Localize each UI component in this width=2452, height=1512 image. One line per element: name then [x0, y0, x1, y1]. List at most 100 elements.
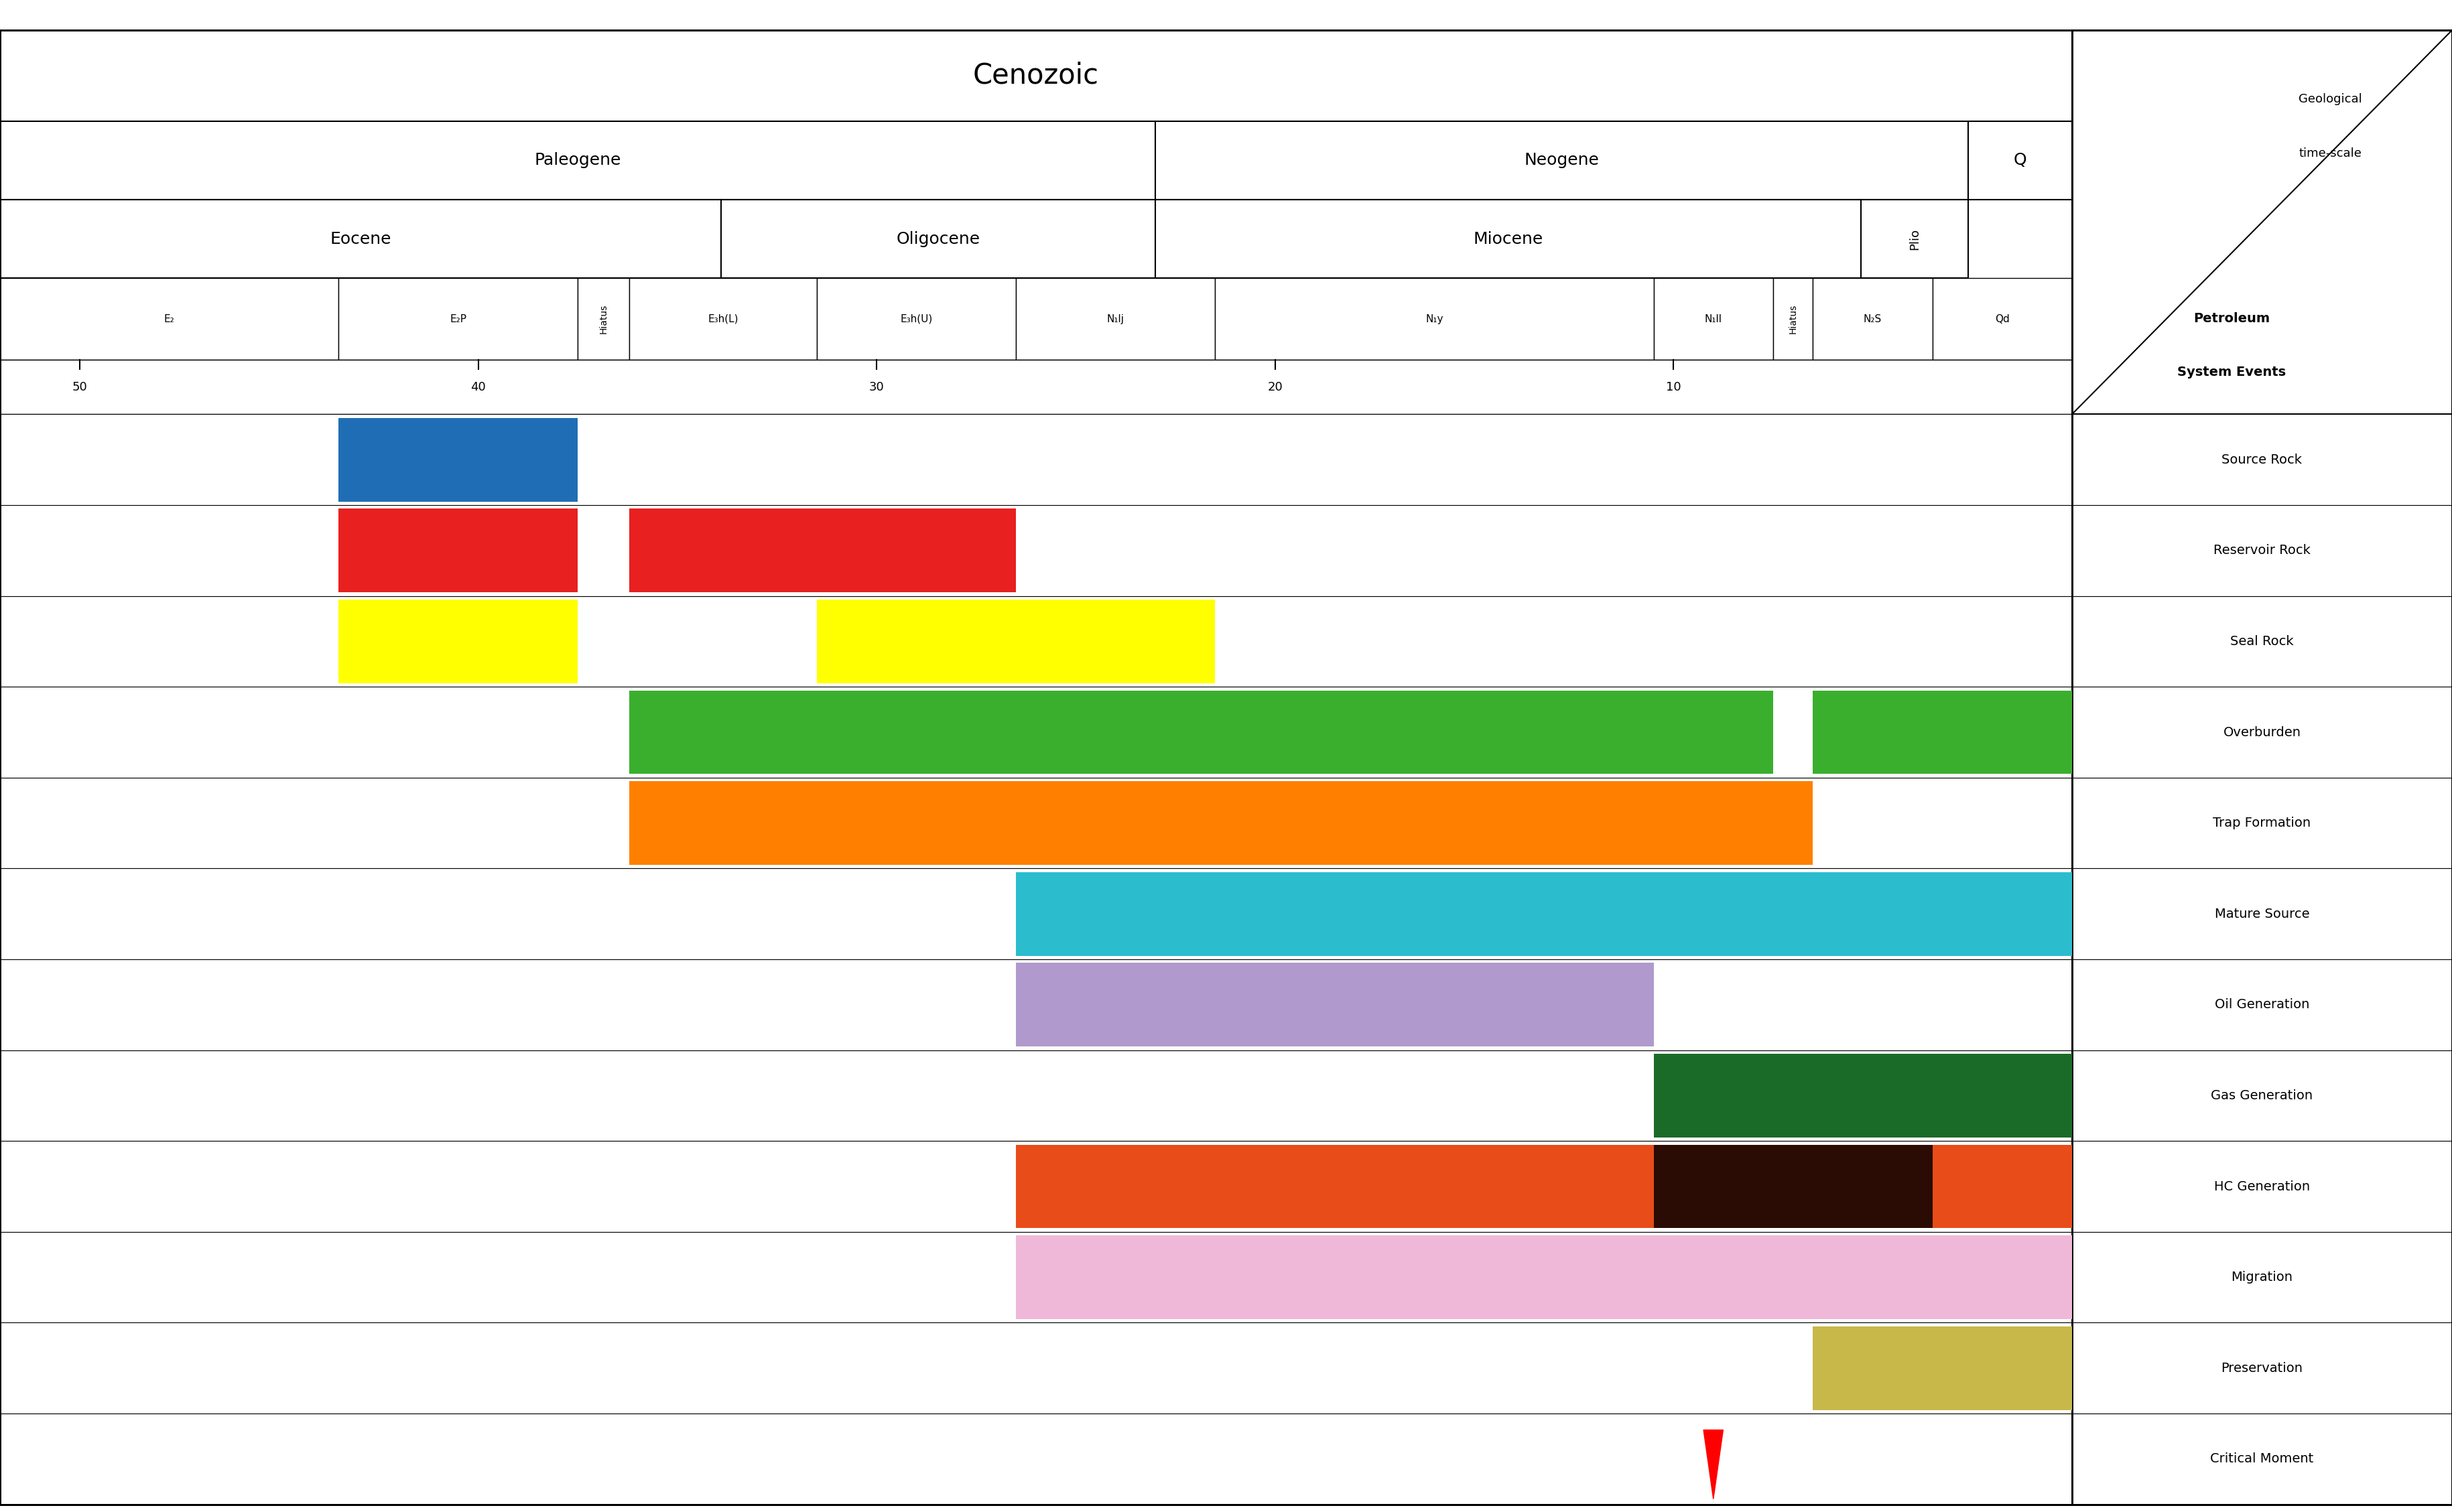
Text: Miocene: Miocene [1474, 231, 1542, 246]
Bar [2072, 505, 2452, 596]
Bar [0, 960, 2072, 1051]
Bar [630, 782, 1812, 865]
Bar [630, 691, 1773, 774]
Bar [1861, 200, 1969, 278]
Text: 30: 30 [868, 381, 885, 393]
Bar [2072, 1414, 2452, 1504]
Bar [1653, 1054, 2072, 1137]
Bar [1969, 121, 2072, 200]
Bar [1653, 1145, 1932, 1228]
Bar [338, 508, 579, 593]
Bar [1773, 278, 1812, 360]
Bar [2072, 960, 2452, 1051]
Bar [1015, 872, 2072, 956]
Bar [0, 200, 721, 278]
Text: Geological: Geological [2298, 94, 2361, 106]
Text: N₁y: N₁y [1425, 314, 1444, 324]
Bar [338, 600, 579, 683]
Bar [1216, 278, 1653, 360]
Bar [721, 200, 1155, 278]
Text: Hiatus: Hiatus [598, 304, 608, 334]
Text: 20: 20 [1268, 381, 1282, 393]
Bar [2072, 414, 2452, 505]
Text: Oligocene: Oligocene [897, 231, 981, 246]
Bar [1015, 1235, 2072, 1318]
Text: Q: Q [2013, 153, 2028, 168]
Bar [2072, 777, 2452, 868]
Bar [1155, 200, 1861, 278]
Bar [630, 278, 817, 360]
Text: Eocene: Eocene [331, 231, 392, 246]
Bar [1015, 278, 1216, 360]
Bar [2072, 30, 2452, 414]
Bar [0, 1414, 2072, 1504]
Bar [0, 30, 2072, 1504]
Bar [0, 278, 338, 360]
Bar [0, 121, 1155, 200]
Text: Oil Generation: Oil Generation [2214, 998, 2310, 1012]
Bar [1812, 691, 2072, 774]
Text: Mature Source: Mature Source [2214, 907, 2310, 921]
Bar [1812, 1326, 2072, 1411]
Bar [1932, 1145, 2072, 1228]
Bar [1932, 278, 2072, 360]
Text: Preservation: Preservation [2222, 1362, 2302, 1374]
Bar [0, 414, 2072, 505]
Text: Qd: Qd [1996, 314, 2011, 324]
Text: E₂P: E₂P [449, 314, 466, 324]
Bar [1812, 278, 1932, 360]
Text: Seal Rock: Seal Rock [2231, 635, 2293, 647]
Text: Gas Generation: Gas Generation [2212, 1089, 2312, 1102]
Bar [0, 1232, 2072, 1323]
Text: E₂: E₂ [164, 314, 174, 324]
Bar [2072, 1051, 2452, 1142]
Text: 50: 50 [71, 381, 88, 393]
Text: Cenozoic: Cenozoic [973, 62, 1098, 89]
Bar [2072, 686, 2452, 777]
Bar [579, 278, 630, 360]
Text: Plio: Plio [1908, 228, 1920, 249]
Text: 10: 10 [1665, 381, 1682, 393]
Bar [1015, 963, 1653, 1046]
Text: N₂S: N₂S [1864, 314, 1881, 324]
Bar [817, 278, 1015, 360]
Text: 40: 40 [471, 381, 485, 393]
Text: N₁lj: N₁lj [1106, 314, 1125, 324]
Bar [0, 596, 2072, 686]
Bar [0, 30, 2072, 121]
Text: Critical Moment: Critical Moment [2209, 1453, 2315, 1465]
Bar [0, 868, 2072, 960]
Text: time-scale: time-scale [2300, 147, 2361, 159]
Bar [1653, 278, 1773, 360]
Polygon shape [1704, 1430, 1724, 1498]
Bar [0, 1323, 2072, 1414]
Text: N₁ll: N₁ll [1704, 314, 1721, 324]
Text: Migration: Migration [2231, 1272, 2293, 1284]
Text: System Events: System Events [2177, 366, 2285, 378]
Bar [817, 600, 1216, 683]
Text: Hiatus: Hiatus [1788, 304, 1797, 334]
Bar [2072, 596, 2452, 686]
Bar [338, 278, 579, 360]
Text: Neogene: Neogene [1525, 153, 1599, 168]
Bar [2072, 30, 2452, 1504]
Bar [0, 686, 2072, 777]
Text: E₃h(U): E₃h(U) [900, 314, 932, 324]
Bar [338, 417, 579, 502]
Bar [2072, 1232, 2452, 1323]
Bar [0, 1051, 2072, 1142]
Text: Overburden: Overburden [2224, 726, 2300, 739]
Text: Reservoir Rock: Reservoir Rock [2214, 544, 2310, 556]
Bar [2072, 1323, 2452, 1414]
Bar [1155, 121, 1969, 200]
Text: Petroleum: Petroleum [2195, 311, 2271, 325]
Bar [2072, 1142, 2452, 1232]
Bar [1015, 1145, 1653, 1228]
Text: Paleogene: Paleogene [535, 153, 620, 168]
Bar [630, 508, 1015, 593]
Text: Trap Formation: Trap Formation [2214, 816, 2310, 830]
Bar [0, 1142, 2072, 1232]
Text: E₃h(L): E₃h(L) [709, 314, 738, 324]
Bar [0, 777, 2072, 868]
Text: Source Rock: Source Rock [2222, 454, 2302, 466]
